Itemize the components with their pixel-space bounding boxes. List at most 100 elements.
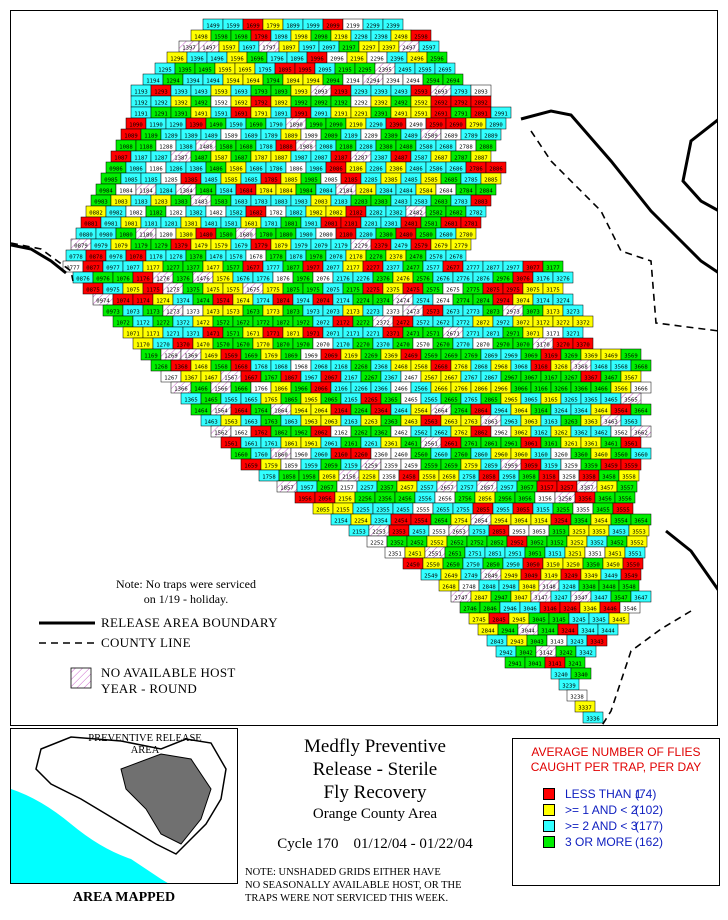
grid-cell-label: 2579 bbox=[414, 244, 427, 250]
grid-cell-label: 1791 bbox=[254, 112, 267, 118]
grid-cell-label: 2388 bbox=[379, 145, 393, 151]
grid-cell-label: 1995 bbox=[298, 68, 311, 74]
grid-cell-label: 1380 bbox=[179, 233, 192, 239]
grid-cell-label: 1797 bbox=[262, 46, 275, 52]
grid-cell-label: 1180 bbox=[139, 233, 152, 239]
grid-cell-label: 2279 bbox=[354, 244, 367, 250]
grid-cell-label: 1984 bbox=[299, 189, 313, 195]
grid-cell-label: 1990 bbox=[309, 123, 322, 129]
grid-cell-label: 2389 bbox=[384, 134, 397, 140]
grid-cell-label: 0881 bbox=[84, 222, 97, 228]
grid-cell-label: 2184 bbox=[339, 189, 353, 195]
grid-cell-label: 1493 bbox=[194, 90, 207, 96]
grid-cell-label: 1992 bbox=[294, 101, 307, 107]
grid-cell-label: 0880 bbox=[79, 233, 92, 239]
grid-cell-label: 1693 bbox=[234, 90, 247, 96]
grid-cell-label: 2886 bbox=[489, 167, 502, 173]
grid-cell-label: 2890 bbox=[489, 123, 502, 129]
grid-cell-label: 1295 bbox=[158, 68, 171, 74]
key-swatch bbox=[543, 804, 555, 816]
grid-cell-label: 2386 bbox=[389, 167, 402, 173]
grid-cell-label: 2380 bbox=[379, 233, 392, 239]
grid-cell-label: 1778 bbox=[269, 255, 283, 261]
grid-cell-label: 1495 bbox=[198, 68, 211, 74]
grid-cell-label: 1997 bbox=[302, 46, 315, 52]
grid-cell-label: 1579 bbox=[214, 244, 227, 250]
grid-cell-label: 1899 bbox=[286, 24, 299, 30]
grid-cell-label: 1378 bbox=[189, 255, 203, 261]
grid-cell-label: 2385 bbox=[384, 178, 397, 184]
grid-cell-label: 2582 bbox=[429, 211, 442, 217]
grid-cell-label: 2491 bbox=[394, 112, 407, 118]
grid-cell-label: 1781 bbox=[264, 222, 277, 228]
grid-cell-label: 1582 bbox=[229, 211, 242, 217]
grid-cell-label: 2793 bbox=[454, 90, 467, 96]
grid-cell-label: 1787 bbox=[254, 156, 267, 162]
grid-cell-label: 1284 bbox=[159, 189, 173, 195]
grid-cell-label: 1979 bbox=[294, 244, 307, 250]
grid-cell-label: 2284 bbox=[359, 189, 373, 195]
key-label: 3 OR MORE bbox=[565, 835, 633, 849]
grid-cell-label: 1686 bbox=[249, 167, 262, 173]
footnote-line: NO SEASONALLY AVAILABLE HOST, OR THE bbox=[245, 880, 462, 891]
grid-cell-label: 1788 bbox=[259, 145, 273, 151]
grid-cell-label: 1586 bbox=[229, 167, 242, 173]
legend-no-host-line2: YEAR - ROUND bbox=[101, 681, 198, 696]
grid-cell-label: 1082 bbox=[129, 211, 142, 217]
title-line: Fly Recovery bbox=[323, 782, 427, 803]
grid-cell-label: 1081 bbox=[124, 222, 137, 228]
grid-cell-label: 2180 bbox=[339, 233, 352, 239]
grid-cell-label: 1993 bbox=[294, 90, 307, 96]
grid-cell-label: 2190 bbox=[349, 123, 362, 129]
title-line: Release - Sterile bbox=[312, 759, 438, 780]
grid-cell-label: 2580 bbox=[419, 233, 432, 239]
map-title: Medfly Preventive Release - Sterile Fly … bbox=[245, 735, 505, 804]
grid-cell-label: 1485 bbox=[204, 178, 217, 184]
grid-cell-label: 1798 bbox=[254, 35, 268, 41]
grid-cell-label: 1478 bbox=[209, 255, 223, 261]
grid-cell-label: 2088 bbox=[319, 145, 333, 151]
grid-cell-label: 2498 bbox=[394, 35, 408, 41]
grid-cell-label: 2081 bbox=[324, 222, 337, 228]
grid-cell-label: 2692 bbox=[434, 101, 447, 107]
grid-cell-label: 2188 bbox=[339, 145, 353, 151]
grid-cell-label: 2891 bbox=[474, 112, 487, 118]
grid-cell-label: 2179 bbox=[334, 244, 347, 250]
grid-cell-label: 2296 bbox=[370, 57, 383, 63]
grid-cell-label: 1395 bbox=[178, 68, 191, 74]
grid-cell-label: 2495 bbox=[398, 68, 411, 74]
grid-cell-label: 0879 bbox=[74, 244, 87, 250]
grid-cell-label: 2292 bbox=[354, 101, 367, 107]
grid-cell-label: 2695 bbox=[438, 68, 451, 74]
grid-cell-label: 1886 bbox=[289, 167, 302, 173]
grid-cell-label: 1879 bbox=[274, 244, 287, 250]
grid-cell-label: 1793 bbox=[254, 90, 267, 96]
grid-cell-label: 1584 bbox=[219, 189, 233, 195]
grid-cell-label: 2583 bbox=[414, 200, 427, 206]
grid-cell-label: 2587 bbox=[414, 156, 427, 162]
grid-cell-label: 2383 bbox=[374, 200, 387, 206]
grid-cell-label: 1790 bbox=[269, 123, 282, 129]
grid-cell-label: 1183 bbox=[134, 200, 147, 206]
grid-cell-label: 1589 bbox=[224, 134, 237, 140]
grid-cell-label: 1486 bbox=[209, 167, 222, 173]
grid-cell-label: 2887 bbox=[474, 156, 487, 162]
grid-cell-label: 1987 bbox=[294, 156, 307, 162]
grid-cell-label: 0983 bbox=[94, 200, 107, 206]
grid-cell-label: 1192 bbox=[134, 101, 147, 107]
grid-cell-label: 2379 bbox=[374, 244, 387, 250]
grid-cell-label: 1986 bbox=[309, 167, 322, 173]
grid-cell-label: 2595 bbox=[418, 68, 431, 74]
grid-cell-label: 1186 bbox=[149, 167, 162, 173]
grid-cell-label: 1491 bbox=[194, 112, 207, 118]
grid-cell-label: 1181 bbox=[144, 222, 157, 228]
grid-cell-label: 0882 bbox=[89, 211, 102, 217]
grid-cell-label: 2181 bbox=[344, 222, 357, 228]
grid-cell-label: 2097 bbox=[322, 46, 335, 52]
grid-cell-label: 1389 bbox=[184, 134, 197, 140]
grid-cell-label: 2591 bbox=[414, 112, 427, 118]
grid-cell-label: 2290 bbox=[369, 123, 382, 129]
grid-cell-label: 1890 bbox=[289, 123, 302, 129]
grid-cell-label: 1492 bbox=[194, 101, 207, 107]
grid-cell-label: 2488 bbox=[399, 145, 413, 151]
